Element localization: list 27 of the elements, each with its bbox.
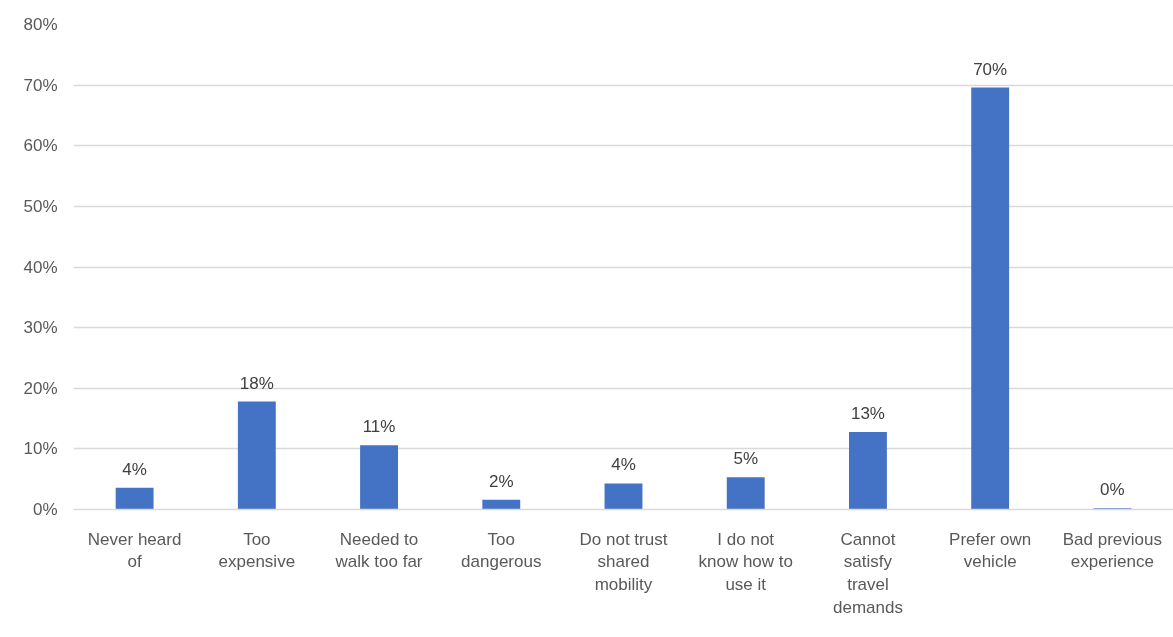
data-label: 4%: [611, 455, 636, 475]
y-tick-label: 70%: [23, 75, 58, 95]
data-label: 2%: [488, 471, 514, 491]
x-tick-label: Prefer own vehicle: [949, 529, 1032, 572]
data-label: 5%: [733, 449, 759, 469]
x-tick-label: Too dangerous: [461, 529, 542, 572]
data-label: 11%: [362, 417, 396, 437]
x-tick-label: Never heard of: [87, 529, 182, 572]
x-tick-label: Bad previous experience: [1062, 529, 1163, 572]
x-tick-label: Too expensive: [218, 529, 296, 572]
data-label: 70%: [973, 59, 1008, 79]
y-tick-label: 60%: [23, 136, 58, 156]
y-tick-label: 40%: [23, 257, 58, 277]
y-tick-label: 10%: [23, 439, 58, 459]
y-tick-label: 30%: [23, 318, 58, 338]
x-tick-label: Cannot satisfy travel demands: [832, 529, 903, 617]
x-tick-label: I do not know how to use it: [698, 529, 793, 595]
data-label: 0%: [1100, 480, 1125, 500]
y-tick-label: 20%: [23, 378, 58, 398]
y-tick-label: 50%: [23, 196, 58, 216]
x-tick-label: Needed to walk too far: [334, 529, 423, 572]
y-tick-label: 80%: [23, 15, 58, 34]
data-label: 18%: [239, 373, 274, 393]
data-label: 4%: [122, 459, 147, 479]
data-label: 13%: [850, 403, 885, 423]
x-tick-label: Do not trust shared mobility: [579, 529, 668, 595]
y-tick-label: 0%: [32, 500, 58, 519]
